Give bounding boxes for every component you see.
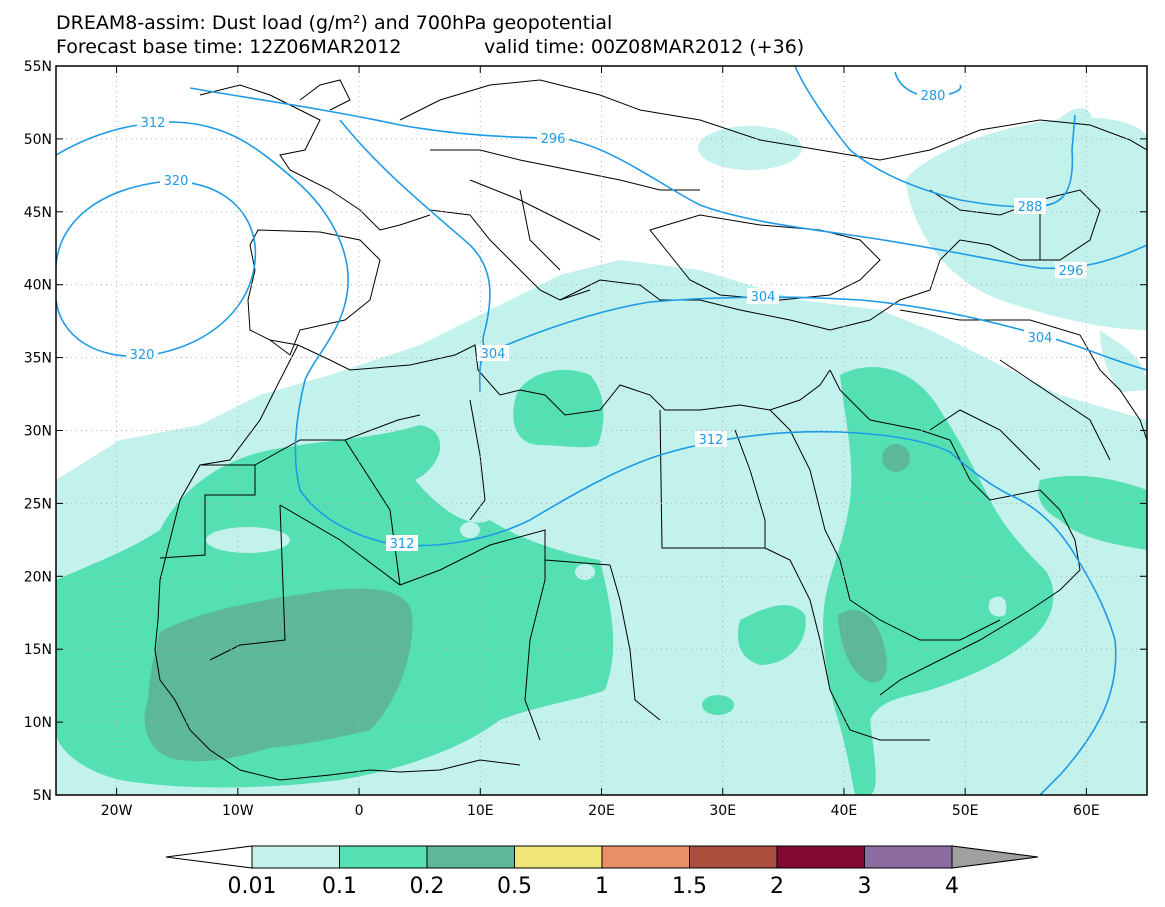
forecast-base-time: Forecast base time: 12Z06MAR2012 (56, 36, 402, 58)
contour-label-304-central: 304 (751, 290, 776, 305)
colorbar-swatch-0.5 (514, 845, 603, 869)
colorbar-swatch-0.01 (251, 845, 340, 869)
longitude-labels: 20W 10W 0 10E 20E 30E 40E 50E 60E (101, 803, 1100, 819)
contour-label-280: 280 (921, 89, 946, 104)
lon-label-10E: 10E (467, 803, 494, 819)
colorbar-label-3: 3 (858, 874, 872, 899)
colorbar-label-0.01: 0.01 (228, 874, 277, 899)
latitude-labels: 55N 50N 45N 40N 35N 30N 25N 20N 15N 10N 5N (24, 59, 52, 804)
colorbar-swatch-1 (601, 845, 690, 869)
colorbar: 0.01 0.1 0.2 0.5 1 1.5 2 3 4 (165, 845, 1039, 899)
lat-label-35N: 35N (24, 351, 52, 367)
contour-label-304-west: 304 (481, 347, 506, 362)
lat-label-30N: 30N (24, 424, 52, 440)
colorbar-label-1: 1 (595, 874, 609, 899)
lon-label-30E: 30E (709, 803, 736, 819)
lat-label-45N: 45N (24, 205, 52, 221)
colorbar-label-0.5: 0.5 (497, 874, 532, 899)
contour-label-320-south: 320 (130, 348, 155, 363)
axis-ticks (56, 65, 1147, 796)
contour-label-312-central: 312 (699, 433, 724, 448)
contour-label-296-east: 296 (1059, 264, 1084, 279)
lon-label-60E: 60E (1073, 803, 1100, 819)
colorbar-label-2: 2 (770, 874, 784, 899)
contour-label-312-west: 312 (141, 116, 166, 131)
colorbar-swatch-0.1 (339, 845, 428, 869)
lat-label-10N: 10N (24, 715, 52, 731)
lon-label-0: 0 (355, 803, 364, 819)
colorbar-swatch-0.2 (426, 845, 515, 869)
contour-label-320-north: 320 (164, 174, 189, 189)
colorbar-label-0.1: 0.1 (322, 874, 357, 899)
contour-label-296-europe: 296 (541, 132, 566, 147)
colorbar-label-1.5: 1.5 (672, 874, 707, 899)
coastlines-and-borders (154, 79, 1147, 781)
lon-label-10W: 10W (222, 803, 254, 819)
colorbar-swatch-1.5 (689, 845, 778, 869)
valid-time: valid time: 00Z08MAR2012 (+36) (484, 36, 805, 58)
lon-label-50E: 50E (952, 803, 979, 819)
map-area: 312 320 320 296 280 288 296 304 304 304 … (56, 66, 1147, 795)
lon-label-20W: 20W (101, 803, 133, 819)
lat-label-15N: 15N (24, 642, 52, 658)
lat-label-25N: 25N (24, 496, 52, 512)
lat-label-20N: 20N (24, 569, 52, 585)
contour-labels: 312 320 320 296 280 288 296 304 304 304 … (126, 87, 1087, 552)
contour-label-304-east: 304 (1028, 331, 1053, 346)
colorbar-label-0.2: 0.2 (410, 874, 445, 899)
lat-label-5N: 5N (33, 788, 52, 804)
dust-free-holes (206, 480, 1007, 617)
colorbar-swatch-2 (776, 845, 865, 869)
lat-label-50N: 50N (24, 132, 52, 148)
lon-label-40E: 40E (831, 803, 858, 819)
contour-label-288: 288 (1018, 200, 1043, 215)
colorbar-under-arrow (165, 845, 253, 869)
geopotential-contours (56, 66, 1147, 795)
lat-label-55N: 55N (24, 59, 52, 75)
colorbar-over-arrow (951, 845, 1039, 869)
lat-label-40N: 40N (24, 278, 52, 294)
dust-level-0.2 (144, 444, 910, 762)
colorbar-label-4: 4 (945, 874, 959, 899)
graticule (56, 66, 1147, 795)
colorbar-swatch-3 (864, 845, 953, 869)
lon-label-20E: 20E (588, 803, 615, 819)
contour-label-312-south: 312 (390, 537, 415, 552)
map-title: DREAM8-assim: Dust load (g/m²) and 700hP… (56, 12, 613, 34)
